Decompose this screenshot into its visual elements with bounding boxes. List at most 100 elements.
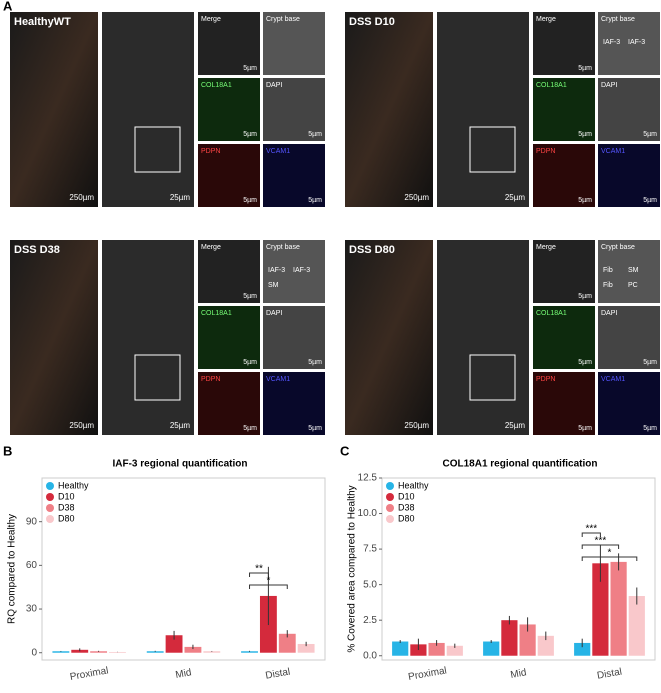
y-tick-label: 30 xyxy=(26,604,38,615)
scale-label: 5µm xyxy=(643,131,657,138)
annotation: SM xyxy=(268,282,279,289)
bar xyxy=(392,641,409,656)
scale-label: 5µm xyxy=(578,425,592,432)
x-tick-label: Distal xyxy=(596,667,623,682)
scale-label: 250µm xyxy=(404,421,429,430)
channel-label: Crypt base xyxy=(266,244,300,251)
significance-label: * xyxy=(608,548,612,559)
channel-image xyxy=(533,144,595,207)
channel-image xyxy=(263,306,325,369)
y-tick-label: 5.0 xyxy=(363,579,377,590)
bar xyxy=(610,561,627,656)
zoom-box xyxy=(469,354,516,401)
channel-label: PDPN xyxy=(201,148,220,155)
annotation: IAF-3 xyxy=(293,267,310,274)
bar xyxy=(52,651,70,653)
legend-marker xyxy=(46,493,54,501)
plot-area xyxy=(381,477,656,661)
scale-label: 5µm xyxy=(308,359,322,366)
scale-label: 5µm xyxy=(578,65,592,72)
channel-image xyxy=(598,12,660,75)
bar xyxy=(184,646,202,653)
channel-label: DAPI xyxy=(601,310,617,317)
bar xyxy=(278,633,296,653)
bar xyxy=(241,651,258,653)
significance-label: *** xyxy=(585,524,597,535)
annotation: PC xyxy=(628,282,638,289)
bar xyxy=(483,641,500,656)
channel-image xyxy=(263,372,325,435)
panel-label: A xyxy=(3,0,13,13)
channel-label: COL18A1 xyxy=(201,82,232,89)
channel-label: DAPI xyxy=(266,82,282,89)
legend-marker xyxy=(46,515,54,523)
legend-label: D38 xyxy=(398,502,415,512)
channel-image xyxy=(263,78,325,141)
overview-image xyxy=(10,240,98,435)
channel-image xyxy=(533,372,595,435)
panel-label: C xyxy=(340,443,350,458)
significance-bracket xyxy=(249,572,269,577)
y-tick-label: 7.5 xyxy=(363,544,377,555)
scale-label: 25µm xyxy=(170,193,191,202)
legend-marker xyxy=(386,515,394,523)
annotation: SM xyxy=(628,267,639,274)
legend-label: D10 xyxy=(398,491,415,501)
legend-label: D10 xyxy=(58,491,75,501)
bar xyxy=(297,643,315,653)
bar xyxy=(109,651,126,653)
y-tick-label: 60 xyxy=(26,560,38,571)
y-tick-label: 0.0 xyxy=(363,650,377,661)
zoom-box xyxy=(469,126,516,173)
significance-bracket xyxy=(581,556,638,561)
channel-image xyxy=(598,78,660,141)
significance-label: ** xyxy=(255,564,263,575)
scale-label: 250µm xyxy=(69,421,94,430)
channel-image xyxy=(533,240,595,303)
channel-label: VCAM1 xyxy=(266,148,290,155)
scale-label: 250µm xyxy=(69,193,94,202)
scale-label: 5µm xyxy=(578,359,592,366)
overview-image xyxy=(345,12,433,207)
channel-image xyxy=(198,306,260,369)
scale-label: 5µm xyxy=(308,197,322,204)
y-tick-label: 12.5 xyxy=(358,473,378,484)
channel-label: VCAM1 xyxy=(601,376,625,383)
y-axis-label: RQ compared to Healthy xyxy=(7,514,18,624)
channel-image xyxy=(198,240,260,303)
channel-image xyxy=(598,306,660,369)
plot-area xyxy=(41,477,326,661)
channel-image xyxy=(263,12,325,75)
channel-label: Crypt base xyxy=(601,244,635,251)
channel-label: Merge xyxy=(536,244,556,251)
legend-marker xyxy=(46,482,54,490)
scale-label: 5µm xyxy=(578,131,592,138)
zoom-box xyxy=(134,126,181,173)
bar xyxy=(203,651,221,653)
channel-image xyxy=(598,372,660,435)
bar xyxy=(146,651,164,653)
zoom-image xyxy=(437,12,529,207)
bar xyxy=(165,635,183,653)
legend-label: Healthy xyxy=(58,480,89,490)
significance-bracket xyxy=(581,544,620,549)
scale-label: 5µm xyxy=(643,425,657,432)
channel-image xyxy=(533,78,595,141)
channel-image xyxy=(198,372,260,435)
zoom-box xyxy=(134,354,181,401)
panel-label: B xyxy=(3,443,12,458)
bar xyxy=(519,624,536,656)
annotation: IAF-3 xyxy=(628,39,645,46)
annotation: Fib xyxy=(603,267,613,274)
y-tick-label: 90 xyxy=(26,516,38,527)
scale-label: 25µm xyxy=(505,193,526,202)
y-tick-label: 2.5 xyxy=(363,615,377,626)
channel-image xyxy=(198,144,260,207)
scale-label: 5µm xyxy=(243,131,257,138)
panel-title: DSS D38 xyxy=(14,244,60,256)
channel-image xyxy=(198,12,260,75)
scale-label: 25µm xyxy=(170,421,191,430)
channel-label: PDPN xyxy=(536,376,555,383)
legend-label: D80 xyxy=(398,513,415,523)
